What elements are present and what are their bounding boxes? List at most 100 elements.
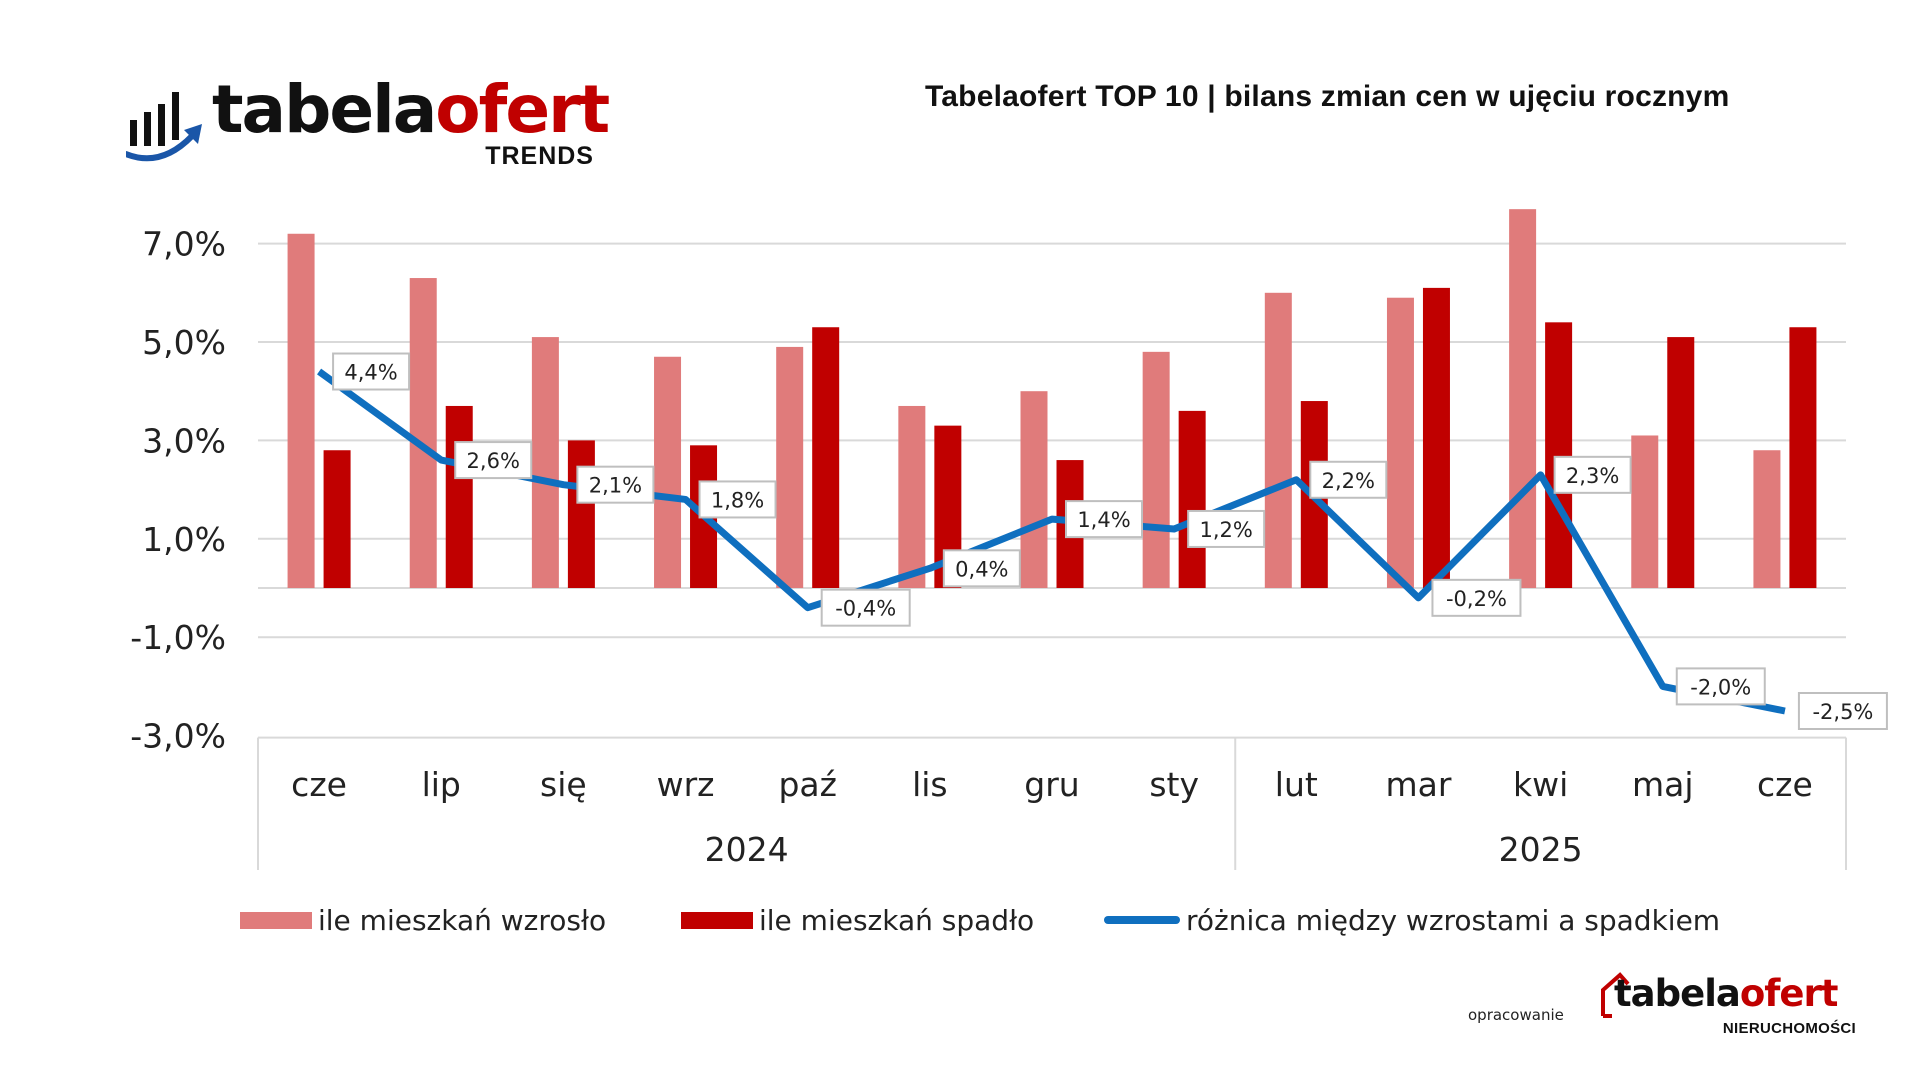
bar-decrease: [1789, 327, 1817, 588]
data-label: 2,1%: [576, 465, 655, 504]
bar-increase: [898, 405, 926, 588]
bar-increase: [1509, 209, 1537, 588]
bar-increase: [1264, 292, 1292, 588]
data-label-text: -2,0%: [1690, 675, 1751, 699]
bar-increase: [776, 346, 804, 588]
y-axis-labels: 7,0% 5,0% 3,0% 1,0% -1,0% -3,0%: [130, 225, 226, 756]
data-label-box: [1309, 460, 1388, 499]
x-tick-label: gru: [1024, 765, 1079, 804]
x-tick-label: wrz: [657, 765, 715, 804]
data-label-box: [820, 588, 911, 627]
x-tick-label: lut: [1275, 765, 1318, 804]
data-label-text: 2,6%: [467, 449, 520, 473]
legend-label-increase: ile mieszkań wzrosło: [318, 903, 607, 937]
legend: ile mieszkań wzrosło ile mieszkań spadło…: [0, 900, 1920, 940]
data-labels: 4,4% 2,6% 2,1% 1,8% -0,4% 0,4% 1,4% 1,2% 2,2% -0,…: [332, 352, 1888, 730]
x-tick-label: się: [540, 765, 587, 804]
logo-subtitle: TRENDS: [485, 142, 594, 170]
y-tick-label: 5,0%: [142, 323, 226, 362]
tabelaofert-trends-logo: tabelaofert TRENDS: [126, 70, 610, 180]
data-label-box: [1431, 578, 1522, 617]
tabelaofert-nieruchomosci-logo: tabelaofert NIERUCHOMOŚCI: [1600, 968, 1860, 1048]
legend-label-difference: różnica między wzrostami a spadkiem: [1186, 903, 1721, 937]
data-label-box: [1553, 455, 1632, 494]
data-label: 4,4%: [332, 352, 411, 391]
data-label-text: 2,2%: [1322, 469, 1375, 493]
x-tick-label: cze: [1757, 765, 1813, 804]
data-label-text: -0,2%: [1446, 587, 1507, 611]
x-tick-label: sty: [1149, 765, 1199, 804]
x-tick-label: lis: [912, 765, 948, 804]
year-label: 2024: [705, 830, 789, 869]
data-label-text: 1,2%: [1199, 518, 1252, 542]
x-tick-label: kwi: [1513, 765, 1568, 804]
y-tick-label: -3,0%: [130, 717, 226, 756]
x-axis: cze lip się wrz paź lis gru sty lut mar kwi maj cze 2…: [257, 736, 1847, 870]
bar-decrease: [323, 450, 351, 588]
data-label-box: [1797, 692, 1888, 730]
legend-item-increase: ile mieszkań wzrosło: [240, 900, 606, 940]
house-roof-icon: [1601, 972, 1630, 1018]
data-label: 1,4%: [1065, 500, 1143, 539]
data-label-box: [942, 549, 1021, 588]
x-tick-label: maj: [1632, 765, 1694, 804]
data-label-box: [454, 441, 533, 480]
legend-swatch-difference: [1104, 916, 1180, 924]
bar-increase: [1386, 297, 1414, 588]
data-label: 0,4%: [942, 549, 1021, 588]
rising-bars-icon: [126, 92, 202, 162]
data-label: -0,2%: [1431, 578, 1522, 617]
x-tick-label: cze: [291, 765, 347, 804]
bar-increase: [409, 278, 437, 588]
legend-item-difference: różnica między wzrostami a spadkiem: [1104, 900, 1720, 940]
logo-word-red: ofert: [435, 71, 610, 148]
legend-swatch-increase: [240, 911, 312, 929]
data-label: 2,2%: [1309, 460, 1388, 499]
footer-logo-subtitle: NIERUCHOMOŚCI: [1722, 1020, 1856, 1037]
footer-word-dark: tabela: [1614, 972, 1741, 1015]
y-tick-label: 1,0%: [142, 520, 226, 559]
data-label: -0,4%: [820, 588, 911, 627]
data-label-box: [1675, 667, 1766, 706]
data-label-text: 2,1%: [589, 474, 642, 498]
y-tick-label: 7,0%: [142, 225, 226, 264]
legend-label-decrease: ile mieszkań spadło: [759, 903, 1035, 937]
legend-swatch-decrease: [681, 911, 753, 929]
chart-title: Tabelaofert TOP 10 | bilans zmian cen w …: [925, 80, 1730, 113]
bar-decrease: [1178, 410, 1206, 588]
x-tick-label: mar: [1385, 765, 1451, 804]
difference-line: [317, 368, 1786, 715]
bar-decrease: [1422, 287, 1450, 588]
footer-word-red: ofert: [1739, 972, 1839, 1015]
data-label: 1,8%: [698, 480, 777, 519]
bar-increase: [1631, 435, 1659, 588]
bars: [287, 209, 1817, 588]
bar-increase: [1753, 450, 1781, 588]
x-tick-label: paź: [778, 765, 837, 804]
credit-text: opracowanie: [1468, 1006, 1564, 1024]
data-label-box: [1187, 509, 1266, 548]
bar-increase: [654, 356, 682, 588]
year-label: 2025: [1499, 830, 1583, 869]
y-tick-label: -1,0%: [130, 618, 226, 657]
data-label: 2,6%: [454, 441, 533, 480]
bar-decrease: [445, 405, 473, 588]
legend-item-decrease: ile mieszkań spadło: [681, 900, 1034, 940]
bar-increase: [531, 337, 559, 588]
gridlines: [258, 242, 1846, 639]
bar-decrease: [567, 440, 595, 588]
footer-wordmark: tabelaofert: [1614, 970, 1839, 1018]
bar-decrease: [1545, 322, 1573, 588]
data-label-box: [1065, 500, 1143, 539]
data-label: 1,2%: [1187, 509, 1266, 548]
x-tick-label: lip: [422, 765, 461, 804]
data-label-box: [698, 480, 777, 519]
data-label-text: 0,4%: [955, 557, 1008, 581]
data-label-box: [576, 465, 655, 504]
bar-increase: [287, 233, 315, 588]
y-tick-label: 3,0%: [142, 421, 226, 460]
data-label-box: [332, 352, 411, 391]
data-label: -2,0%: [1675, 667, 1766, 706]
data-label-text: -2,5%: [1812, 700, 1873, 724]
